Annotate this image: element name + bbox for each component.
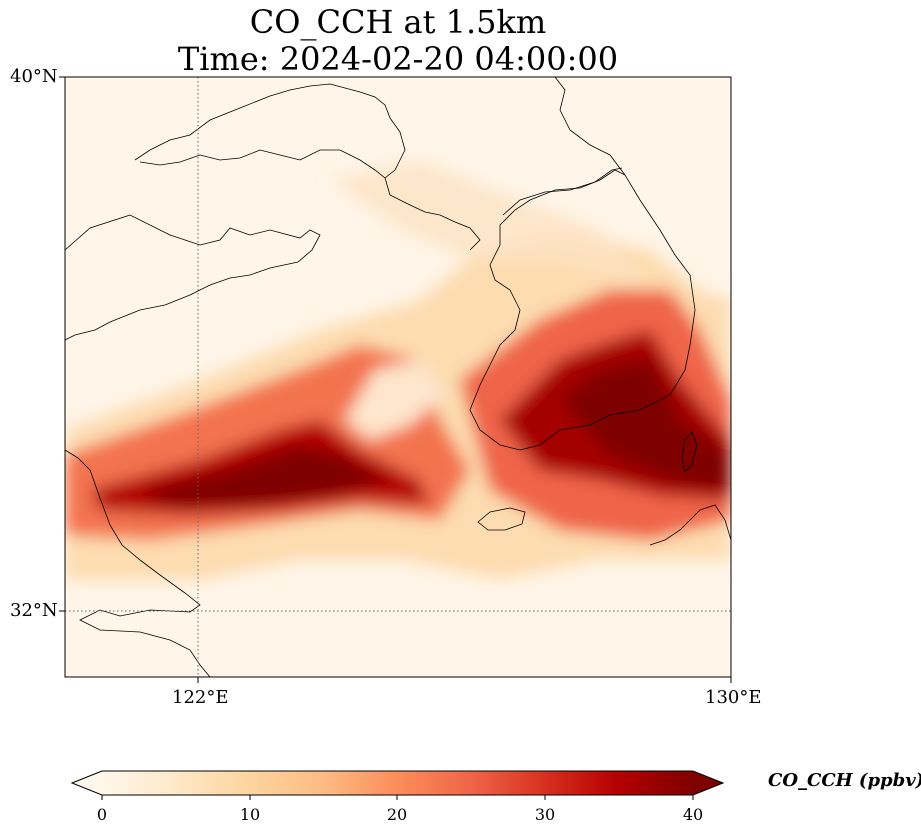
coast-china-north	[65, 214, 321, 341]
colorbar-extend-low	[72, 771, 102, 795]
coastlines	[65, 77, 731, 677]
island-tsushima	[681, 431, 698, 473]
map-frame	[64, 76, 732, 678]
clean-air-pocket	[345, 360, 445, 440]
lat-tick-label-40: 40°N	[10, 66, 58, 87]
cb-tick-label-40: 40	[682, 805, 704, 824]
cb-tick-label-10: 10	[239, 805, 261, 824]
coast-korea-north	[554, 77, 626, 176]
plume-east-deepest	[560, 360, 731, 490]
cb-tick-label-0: 0	[96, 805, 108, 824]
map-title-line-1: CO_CCH at 1.5km	[249, 3, 547, 41]
colorbar-tick-marks	[101, 795, 694, 800]
colorbar-extend-high	[693, 771, 723, 795]
island-jeju	[477, 507, 526, 531]
cb-tick-label-30: 30	[534, 805, 556, 824]
plume-korea-band	[330, 160, 640, 280]
coast-china-south	[65, 449, 211, 677]
plume-west-deepest	[140, 445, 390, 505]
coast-shandong-bohai	[134, 83, 481, 251]
concentration-field	[65, 77, 731, 677]
coast-liaodong	[139, 149, 386, 179]
coast-kyushu	[649, 504, 731, 546]
gridlines	[65, 77, 731, 677]
lat-tick-label-32: 32°N	[10, 600, 58, 621]
coast-korea-border	[502, 167, 623, 216]
cb-tick-label-20: 20	[386, 805, 408, 824]
lon-tick-label-130: 130°E	[705, 687, 762, 708]
axis-tick-marks	[59, 76, 732, 683]
colorbar-label: CO_CCH (ppbv)	[768, 770, 921, 791]
colorbar-body	[102, 771, 693, 795]
colorbar	[70, 770, 725, 800]
coast-korea-west	[469, 169, 696, 451]
map-title-line-2: Time: 2024-02-20 04:00:00	[177, 40, 619, 78]
lon-tick-label-122: 122°E	[172, 687, 229, 708]
